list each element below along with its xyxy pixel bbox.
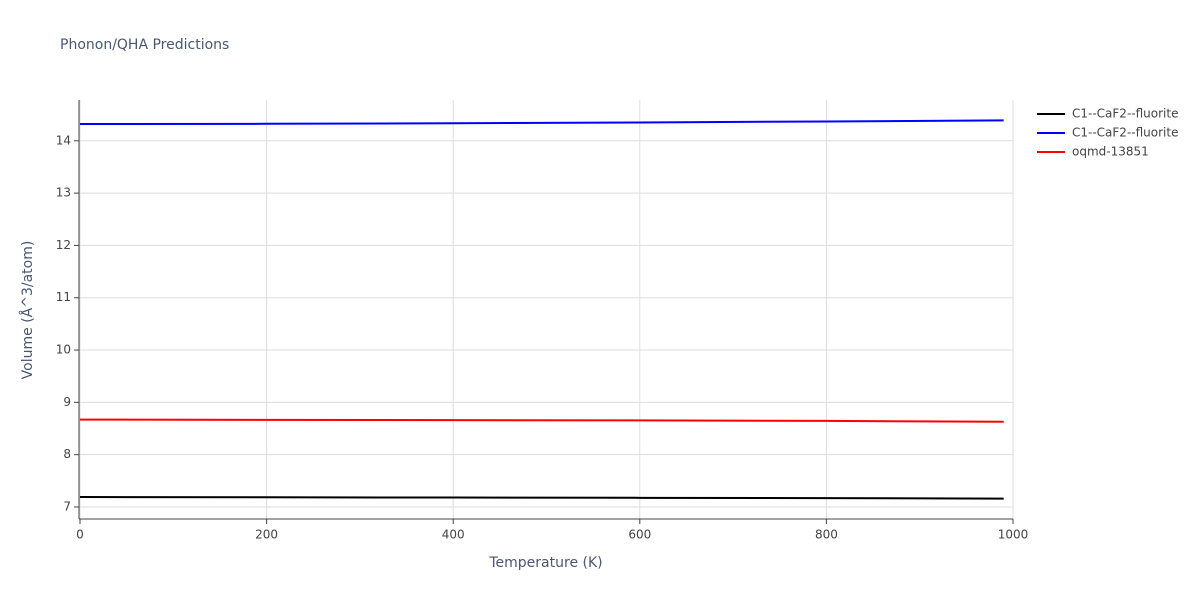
series-line (79, 418, 1004, 423)
x-axis-title: Temperature (K) (488, 555, 602, 571)
legend-label[interactable]: oqmd-13851 (1072, 145, 1149, 159)
grid: 7 8 9 10 11 12 13 14 0 200 400 600 800 1000 (56, 100, 1029, 542)
series-line (79, 119, 1004, 126)
x-tick-label: 200 (255, 528, 278, 542)
x-tick-label: 400 (442, 528, 465, 542)
y-tick-label: 12 (56, 238, 71, 252)
x-tick-label: 1000 (998, 528, 1029, 542)
y-tick-label: 13 (56, 186, 71, 200)
x-tick-label: 800 (815, 528, 838, 542)
legend-label[interactable]: C1--CaF2--fluorite (1072, 107, 1178, 121)
y-tick-label: 8 (63, 447, 71, 461)
chart-title: Phonon/QHA Predictions (60, 37, 229, 53)
x-tick-label: 0 (76, 528, 84, 542)
y-tick-label: 9 (63, 395, 71, 409)
y-tick-label: 7 (63, 499, 71, 513)
y-tick-label: 11 (56, 290, 71, 304)
x-tick-label: 600 (628, 528, 651, 542)
legend-label[interactable]: C1--CaF2--fluorite (1072, 126, 1178, 140)
plot-area (79, 119, 1004, 500)
legend: C1--CaF2--fluorite C1--CaF2--fluorite oqmd… (1037, 107, 1178, 159)
series-line (79, 496, 1004, 500)
y-axis-title: Volume (Å^3/atom) (19, 241, 36, 380)
y-tick-label: 14 (56, 133, 71, 147)
y-tick-label: 10 (56, 343, 71, 357)
